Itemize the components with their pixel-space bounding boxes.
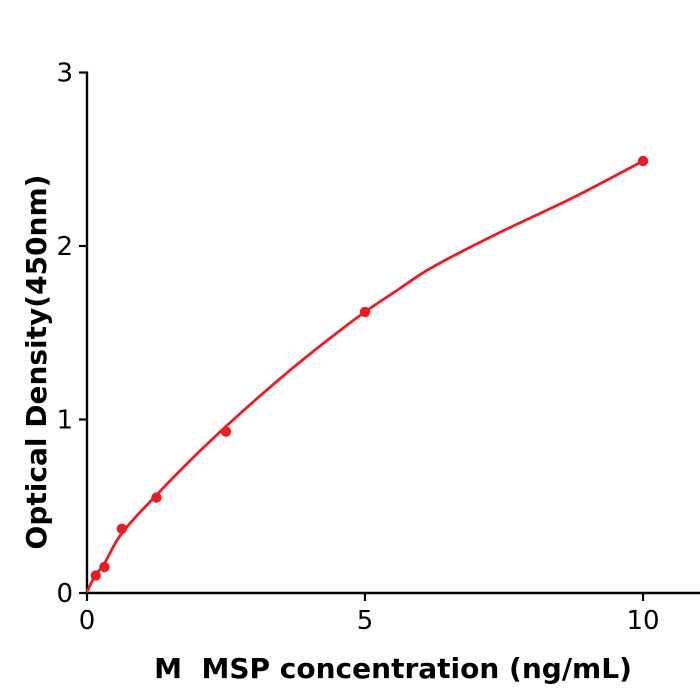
plot-layer bbox=[85, 155, 649, 593]
y-tick-label: 1 bbox=[56, 406, 73, 436]
data-point bbox=[116, 523, 128, 534]
y-tick-label: 2 bbox=[56, 232, 73, 262]
data-point bbox=[99, 561, 110, 573]
data-point bbox=[637, 155, 649, 167]
data-point bbox=[151, 492, 162, 503]
x-tick-label: 10 bbox=[626, 606, 659, 636]
x-tick-label: 5 bbox=[357, 606, 374, 636]
y-tick-label: 0 bbox=[56, 579, 73, 609]
y-tick-label: 3 bbox=[56, 59, 73, 89]
x-axis-title: M MSP concentration (ng/mL) bbox=[154, 652, 632, 685]
axes-layer bbox=[79, 71, 700, 601]
x-tick-label: 0 bbox=[79, 606, 96, 636]
y-axis-title: Optical Density(450nm) bbox=[20, 175, 53, 550]
label-layer: 0 1 2 3 0 5 10 M MSP concentration (ng/mL) Optic… bbox=[20, 59, 660, 686]
data-point bbox=[90, 570, 101, 581]
data-point bbox=[220, 426, 232, 437]
fit-curve-line bbox=[85, 159, 645, 593]
data-point bbox=[359, 306, 371, 318]
